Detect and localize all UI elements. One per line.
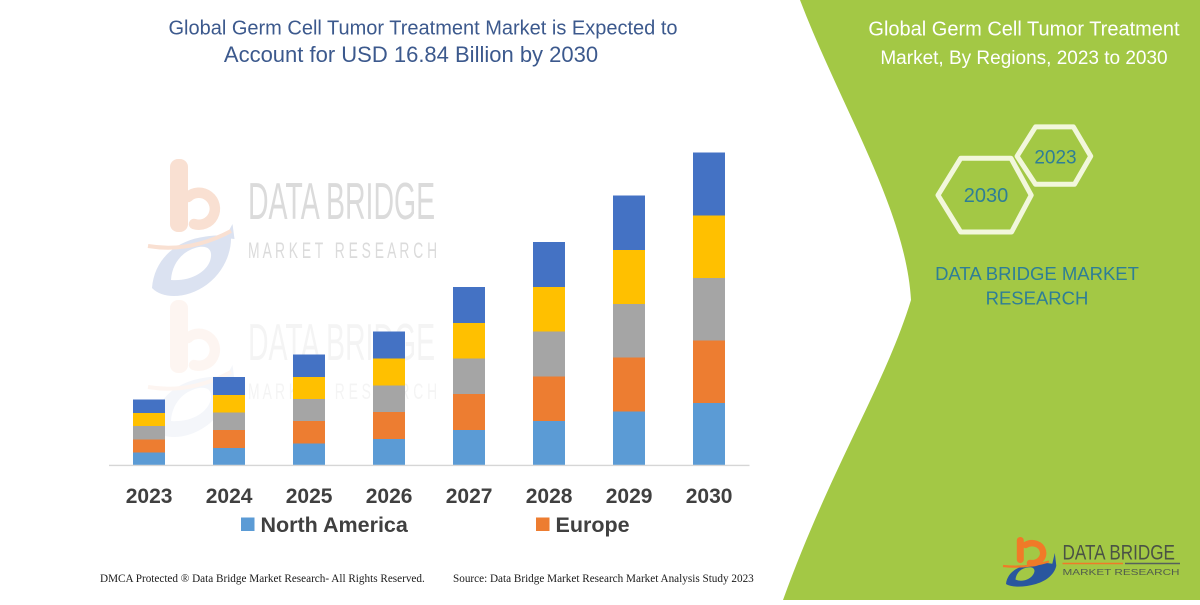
svg-text:Europe: Europe — [556, 513, 630, 537]
svg-text:RESEARCH: RESEARCH — [986, 287, 1089, 308]
svg-text:Source: Data Bridge Market Res: Source: Data Bridge Market Research Mark… — [453, 573, 754, 585]
svg-text:2030: 2030 — [964, 185, 1009, 207]
svg-text:MARKET RESEARCH: MARKET RESEARCH — [1063, 568, 1180, 577]
svg-text:Global Germ Cell Tumor Treatme: Global Germ Cell Tumor Treatment Market … — [168, 18, 677, 40]
svg-text:2025: 2025 — [286, 485, 333, 508]
svg-text:DATA BRIDGE: DATA BRIDGE — [248, 172, 435, 230]
svg-text:Market, By Regions, 2023 to 20: Market, By Regions, 2023 to 2030 — [880, 48, 1167, 69]
svg-text:Global Germ Cell Tumor Treatme: Global Germ Cell Tumor Treatment — [868, 19, 1180, 41]
svg-text:2023: 2023 — [126, 485, 173, 508]
svg-text:2030: 2030 — [686, 485, 733, 508]
svg-text:DATA BRIDGE MARKET: DATA BRIDGE MARKET — [935, 263, 1139, 284]
svg-text:2023: 2023 — [1034, 148, 1076, 169]
svg-text:Account for USD 16.84 Billion: Account for USD 16.84 Billion by 2030 — [224, 42, 598, 67]
svg-text:2029: 2029 — [606, 485, 653, 508]
svg-text:DATA BRIDGE: DATA BRIDGE — [1063, 542, 1175, 565]
svg-text:M A R K E T R E S E A R C H: M A R K E T R E S E A R C H — [248, 238, 437, 263]
svg-text:2026: 2026 — [366, 485, 413, 508]
svg-text:2027: 2027 — [446, 485, 493, 508]
svg-text:2024: 2024 — [206, 485, 253, 508]
svg-text:DMCA Protected ® Data Bridge M: DMCA Protected ® Data Bridge Market Rese… — [100, 573, 425, 585]
svg-text:North America: North America — [261, 513, 409, 537]
svg-text:2028: 2028 — [526, 485, 573, 508]
